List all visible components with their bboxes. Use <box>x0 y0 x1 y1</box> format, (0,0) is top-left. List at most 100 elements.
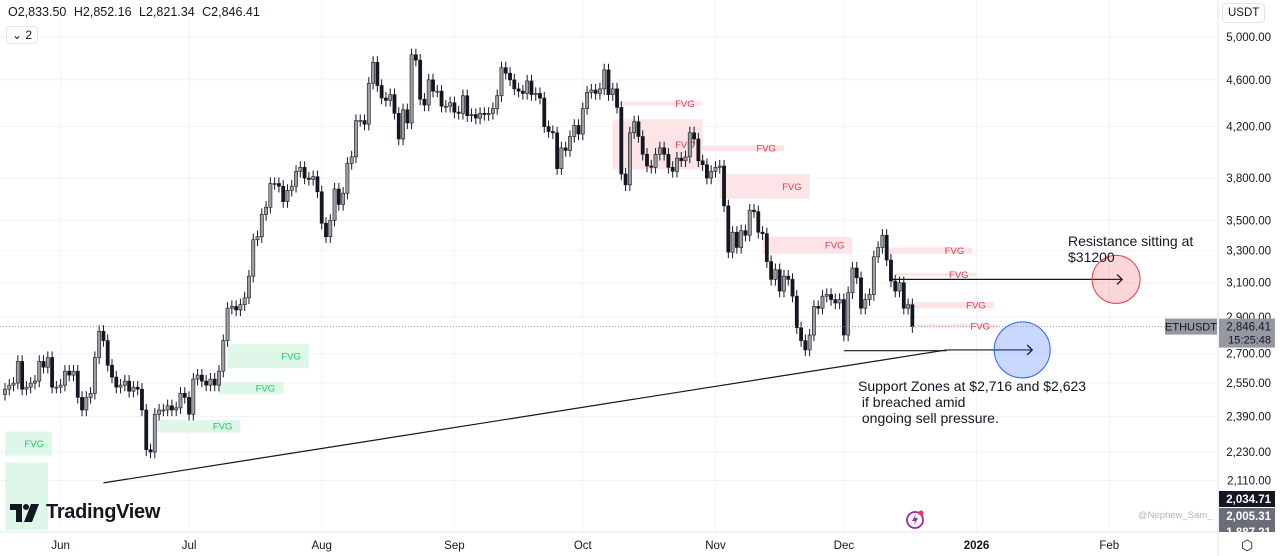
price-tick-label: 2,110.00 <box>1227 475 1271 487</box>
candle-body <box>606 69 611 95</box>
candle-body <box>140 388 144 411</box>
price-tick-label: 3,500.00 <box>1226 215 1271 227</box>
candle-body <box>645 153 649 167</box>
candle-body <box>726 205 731 253</box>
candle-body <box>910 304 915 327</box>
candle-body <box>426 79 431 106</box>
candle-body <box>837 299 842 304</box>
collapse-indicators-button[interactable]: ⌄ 2 <box>6 26 39 44</box>
fvg-zone <box>612 101 703 106</box>
fvg-label: FVG <box>756 144 776 155</box>
candle-body <box>739 230 744 248</box>
candle-body <box>131 386 136 392</box>
candle-body <box>743 230 748 236</box>
candle-body <box>709 171 714 179</box>
candle-body <box>264 206 268 215</box>
candle-body <box>790 279 795 297</box>
candle-body <box>63 370 67 386</box>
candle-body <box>636 121 641 137</box>
fvg-label: FVG <box>825 241 845 252</box>
candle-body <box>615 88 619 108</box>
candle-body <box>324 222 328 238</box>
lightning-icon[interactable] <box>905 509 925 534</box>
candle-body <box>850 267 855 294</box>
countdown-label: 15:25:48 <box>1228 335 1271 347</box>
candle-body <box>3 388 7 395</box>
fvg-label: FVG <box>949 270 969 281</box>
candle-body <box>409 54 414 124</box>
candle-body <box>37 361 42 382</box>
brand-name: TradingView <box>46 501 161 523</box>
price-tick-label: 3,100.00 <box>1226 278 1271 290</box>
candle-body <box>401 109 405 140</box>
candle-body <box>777 269 782 292</box>
candle-body <box>431 79 435 92</box>
trendline-line <box>103 349 947 484</box>
candle-body <box>568 136 572 151</box>
candle-body <box>15 361 20 384</box>
candle-body <box>358 120 363 122</box>
candle-body <box>336 188 341 205</box>
fvg-zone <box>762 236 853 254</box>
price-tick-label: 2,550.00 <box>1226 378 1271 390</box>
candle-body <box>135 386 140 390</box>
candle-body <box>820 295 825 309</box>
candle-body <box>413 54 418 61</box>
candle-body <box>598 88 602 94</box>
candle-body <box>247 275 251 299</box>
candle-body <box>452 102 457 113</box>
time-tick-label: 2026 <box>964 540 990 552</box>
candle-body <box>174 407 179 411</box>
last-price-label-bg <box>1219 318 1275 348</box>
candle-body <box>24 386 29 390</box>
symbol-label: ETHUSDT <box>1165 322 1217 334</box>
candle-body <box>897 282 902 292</box>
time-tick-label: Jul <box>182 540 197 552</box>
time-tick-label: Dec <box>834 540 855 552</box>
symbol-label-bg <box>1165 318 1217 335</box>
candle-body <box>170 405 174 411</box>
candle-body <box>306 177 311 180</box>
candle-body <box>384 97 388 101</box>
author-watermark: @Nephew_Sam_ <box>1138 510 1213 521</box>
candle-body <box>649 165 654 168</box>
candle-body <box>272 183 277 185</box>
candle-body <box>234 306 239 311</box>
candle-body <box>45 357 50 368</box>
high-value: H2,852.16 <box>73 5 132 19</box>
candle-body <box>161 409 166 412</box>
candle-body <box>692 132 696 140</box>
candle-body <box>717 165 722 168</box>
candle-body <box>242 297 247 306</box>
candle-body <box>302 167 307 179</box>
candle-body <box>332 188 337 221</box>
candle-body <box>491 108 495 114</box>
candle-body <box>456 111 461 114</box>
candle-body <box>127 380 132 392</box>
candle-body <box>782 275 786 292</box>
candle-body <box>769 261 774 280</box>
candle-body <box>58 384 63 388</box>
fvg-label: FVG <box>782 182 802 193</box>
candle-body <box>555 132 560 169</box>
candle-body <box>251 239 256 277</box>
price-tick-label: 5,000.00 <box>1226 32 1271 44</box>
candle-body <box>542 97 547 127</box>
gear-icon[interactable]: ⬡ <box>1241 537 1254 553</box>
resistance-circle <box>1091 254 1141 304</box>
candle-body <box>349 156 354 164</box>
fvg-label: FVG <box>213 422 233 433</box>
price-tick-label: 3,800.00 <box>1226 173 1271 185</box>
candle-body <box>512 79 517 90</box>
candle-body <box>281 185 286 202</box>
candle-body <box>889 259 893 282</box>
candle-body <box>122 380 127 386</box>
candle-body <box>906 304 910 309</box>
candle-body <box>199 374 204 382</box>
candle-body <box>786 275 791 280</box>
time-tick-label: Jun <box>51 540 70 552</box>
fvg-label: FVG <box>675 99 695 110</box>
price-label: 2,005.31 <box>1226 511 1271 523</box>
currency-selector[interactable]: USDT <box>1222 3 1266 23</box>
